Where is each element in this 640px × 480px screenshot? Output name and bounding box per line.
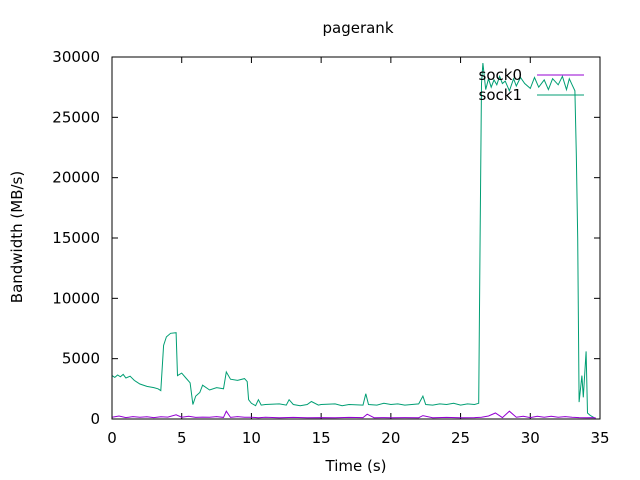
x-tick-label: 20 bbox=[381, 429, 400, 447]
x-tick-label: 25 bbox=[451, 429, 470, 447]
legend-label-sock1: sock1 bbox=[479, 86, 522, 104]
x-axis-label: Time (s) bbox=[325, 457, 387, 475]
y-tick-label: 30000 bbox=[52, 48, 100, 66]
x-tick-label: 10 bbox=[242, 429, 261, 447]
axis-ticks: 0 5 10 15 20 25 30 35 0 5000 10000 15000 20000 25000 3… bbox=[52, 48, 609, 447]
series-line-sock0 bbox=[111, 410, 596, 419]
series-line-sock1 bbox=[111, 62, 595, 419]
legend-label-sock0: sock0 bbox=[479, 66, 522, 84]
y-tick-label: 5000 bbox=[62, 350, 100, 368]
y-tick-label: 0 bbox=[90, 410, 100, 428]
x-tick-label: 15 bbox=[312, 429, 331, 447]
x-tick-label: 0 bbox=[107, 429, 117, 447]
y-axis-label: Bandwidth (MB/s) bbox=[8, 171, 26, 303]
x-tick-label: 30 bbox=[521, 429, 540, 447]
legend: sock0 sock1 bbox=[479, 66, 584, 104]
plot-frame bbox=[111, 56, 601, 420]
plot-series bbox=[111, 62, 596, 419]
y-tick-label: 25000 bbox=[52, 108, 100, 126]
y-tick-label: 10000 bbox=[52, 289, 100, 307]
y-tick-label: 20000 bbox=[52, 169, 100, 187]
x-tick-label: 5 bbox=[177, 429, 187, 447]
y-tick-label: 15000 bbox=[52, 229, 100, 247]
chart-title: pagerank bbox=[322, 19, 393, 37]
x-tick-label: 35 bbox=[590, 429, 609, 447]
